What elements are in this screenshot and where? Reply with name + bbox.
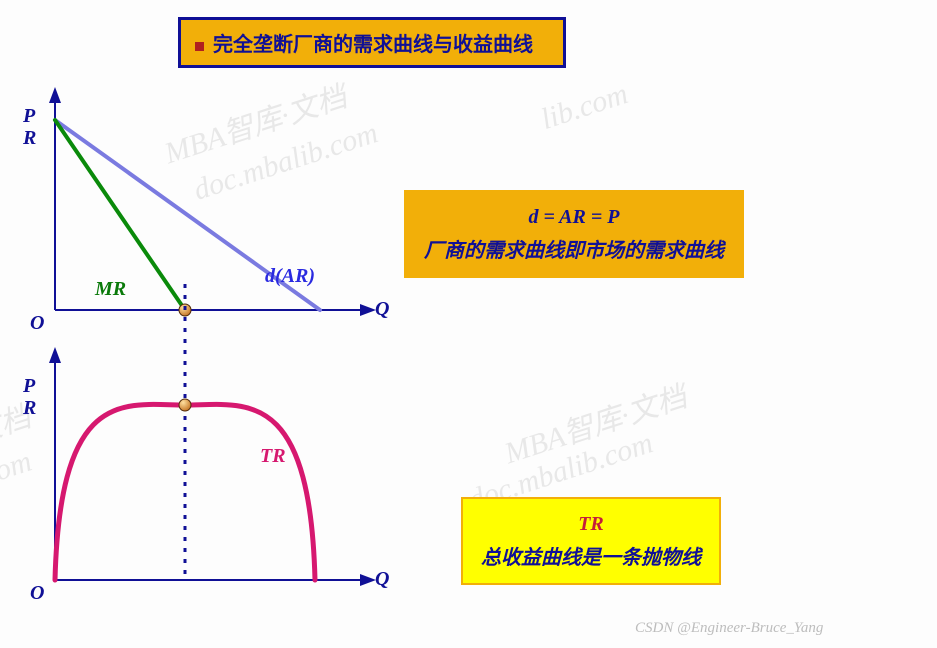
- bottom-chart: [10, 345, 390, 620]
- top-axis-Q: Q: [375, 298, 389, 321]
- top-axis-R: R: [23, 127, 36, 150]
- title-text: 完全垄断厂商的需求曲线与收益曲线: [213, 34, 533, 56]
- demand-formula: d = AR = P: [424, 200, 724, 234]
- bot-axis-P: P: [23, 375, 35, 398]
- top-chart: [10, 85, 390, 350]
- watermark: lib.com: [537, 77, 632, 137]
- demand-desc: 厂商的需求曲线即市场的需求曲线: [424, 234, 724, 268]
- top-axis-P: P: [23, 105, 35, 128]
- bot-origin-O: O: [30, 582, 44, 605]
- tr-label: TR: [260, 445, 286, 468]
- tr-desc: 总收益曲线是一条抛物线: [481, 541, 701, 575]
- title-bullet: [195, 42, 204, 51]
- tr-info-box: TR 总收益曲线是一条抛物线: [461, 497, 721, 585]
- watermark: MBA智库·文档: [498, 372, 691, 472]
- dar-label: d(AR): [265, 265, 315, 288]
- demand-info-box: d = AR = P 厂商的需求曲线即市场的需求曲线: [404, 190, 744, 278]
- mr-label: MR: [95, 278, 126, 301]
- title-box: 完全垄断厂商的需求曲线与收益曲线: [178, 17, 566, 68]
- csdn-credit: CSDN @Engineer-Bruce_Yang: [635, 620, 823, 637]
- tr-title: TR: [481, 507, 701, 541]
- top-origin-O: O: [30, 312, 44, 335]
- bot-axis-Q: Q: [375, 568, 389, 591]
- bot-axis-R: R: [23, 397, 36, 420]
